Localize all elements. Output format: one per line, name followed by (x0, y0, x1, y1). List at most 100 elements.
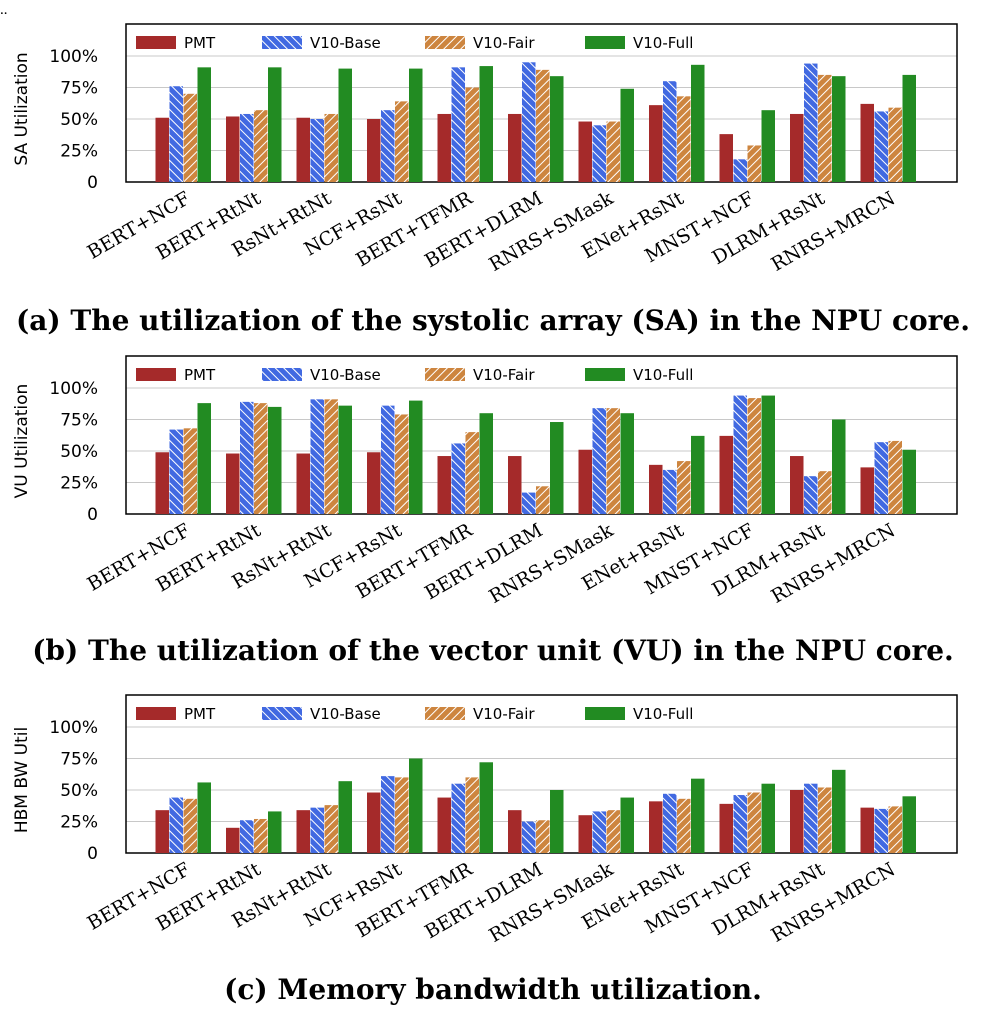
bar-v10-base (169, 797, 183, 853)
bar-v10-base (522, 492, 536, 514)
bar-pmt (649, 105, 663, 182)
bar-v10-full (338, 68, 352, 182)
figure-caption: (a) The utilization of the systolic arra… (16, 304, 970, 337)
bar-v10-fair (465, 432, 479, 514)
bar-v10-base (733, 159, 747, 182)
bar-v10-fair (465, 777, 479, 853)
bar-v10-base (663, 793, 677, 853)
bar-v10-fair (395, 777, 409, 853)
bar-v10-full (550, 76, 564, 182)
bar-pmt (790, 456, 804, 514)
bar-v10-fair (677, 798, 691, 853)
bar-pmt (155, 452, 169, 514)
bar-v10-full (338, 781, 352, 853)
chart-panels: 025%50%75%100%SA UtilizationBERT+NCFBERT… (12, 23, 970, 1006)
bar-v10-base (804, 63, 818, 183)
bar-pmt (367, 452, 381, 514)
bar-pmt (578, 449, 592, 514)
bar-v10-fair (747, 398, 761, 514)
x-tick-label: RNRS+SMask (485, 519, 617, 608)
legend-label: V10-Base (310, 34, 381, 52)
y-tick-label: 100% (49, 47, 98, 67)
y-axis-title: SA Utilization (12, 52, 32, 165)
y-tick-label: 25% (60, 813, 98, 833)
bar-pmt (578, 121, 592, 182)
x-tick-label: BERT+TFMR (352, 187, 476, 271)
bar-v10-full (761, 395, 775, 514)
legend-label: PMT (184, 705, 216, 723)
bar-v10-full (902, 449, 916, 514)
bar-v10-fair (324, 113, 338, 182)
bar-pmt (508, 456, 522, 514)
bar-v10-base (733, 395, 747, 514)
legend-label: V10-Fair (473, 366, 535, 384)
bar-v10-full (268, 406, 282, 514)
y-tick-label: 100% (49, 379, 98, 399)
bar-v10-full (197, 67, 211, 182)
bar-pmt (437, 456, 451, 514)
x-tick-label: RNRS+MRCN (768, 519, 899, 608)
bar-v10-fair (254, 403, 268, 514)
bar-pmt (367, 119, 381, 182)
bar-v10-base (310, 399, 324, 514)
bar-pmt (719, 134, 733, 182)
figure-caption: (b) The utilization of the vector unit (… (32, 634, 954, 667)
bar-v10-base (592, 408, 606, 514)
bar-v10-full (761, 783, 775, 853)
bar-v10-full (197, 403, 211, 514)
bar-v10-full (620, 88, 634, 182)
bar-v10-base (874, 442, 888, 514)
y-tick-label: 50% (60, 442, 98, 462)
bar-v10-base (592, 125, 606, 182)
bar-pmt (226, 116, 240, 182)
x-tick-label: BERT+DLRM (421, 858, 546, 943)
x-tick-label: RNRS+SMask (485, 858, 617, 947)
bar-v10-fair (888, 440, 902, 514)
bar-pmt (578, 815, 592, 853)
y-tick-label: 75% (60, 411, 98, 431)
bar-pmt (860, 103, 874, 182)
legend-swatch (136, 707, 176, 720)
bar-v10-full (409, 400, 423, 514)
bar-v10-base (663, 469, 677, 514)
y-axis-title: HBM BW Util (12, 727, 32, 833)
bar-v10-full (479, 66, 493, 182)
bar-v10-fair (747, 145, 761, 182)
bar-v10-fair (183, 93, 197, 182)
y-tick-label: 25% (60, 474, 98, 494)
bar-v10-fair (324, 805, 338, 853)
bar-pmt (296, 117, 310, 182)
legend-label: V10-Full (633, 705, 693, 723)
bar-pmt (296, 810, 310, 853)
legend-swatch (425, 36, 465, 49)
bar-v10-full (691, 435, 705, 514)
bar-pmt (719, 803, 733, 853)
bar-v10-full (691, 778, 705, 853)
bar-v10-fair (536, 69, 550, 182)
bar-v10-fair (606, 408, 620, 514)
bar-pmt (437, 113, 451, 182)
bar-pmt (508, 113, 522, 182)
bar-v10-base (381, 110, 395, 182)
legend-swatch (262, 707, 302, 720)
bar-v10-full (479, 413, 493, 514)
bar-v10-base (310, 119, 324, 182)
bar-v10-base (522, 62, 536, 182)
bar-pmt (155, 117, 169, 182)
x-tick-label: BERT+DLRM (421, 187, 546, 272)
bar-v10-fair (677, 96, 691, 182)
bar-v10-full (338, 405, 352, 514)
y-tick-label: 75% (60, 79, 98, 99)
x-tick-label: RNRS+SMask (485, 187, 617, 276)
bar-v10-full (197, 782, 211, 853)
bar-v10-base (240, 820, 254, 853)
bar-v10-fair (324, 399, 338, 514)
figure-caption: (c) Memory bandwidth utilization. (224, 973, 762, 1006)
bar-v10-fair (606, 121, 620, 182)
bar-v10-fair (606, 810, 620, 853)
bar-v10-fair (254, 110, 268, 182)
bar-v10-full (409, 758, 423, 853)
legend-label: V10-Base (310, 705, 381, 723)
bar-v10-full (691, 64, 705, 182)
bar-v10-base (310, 807, 324, 853)
